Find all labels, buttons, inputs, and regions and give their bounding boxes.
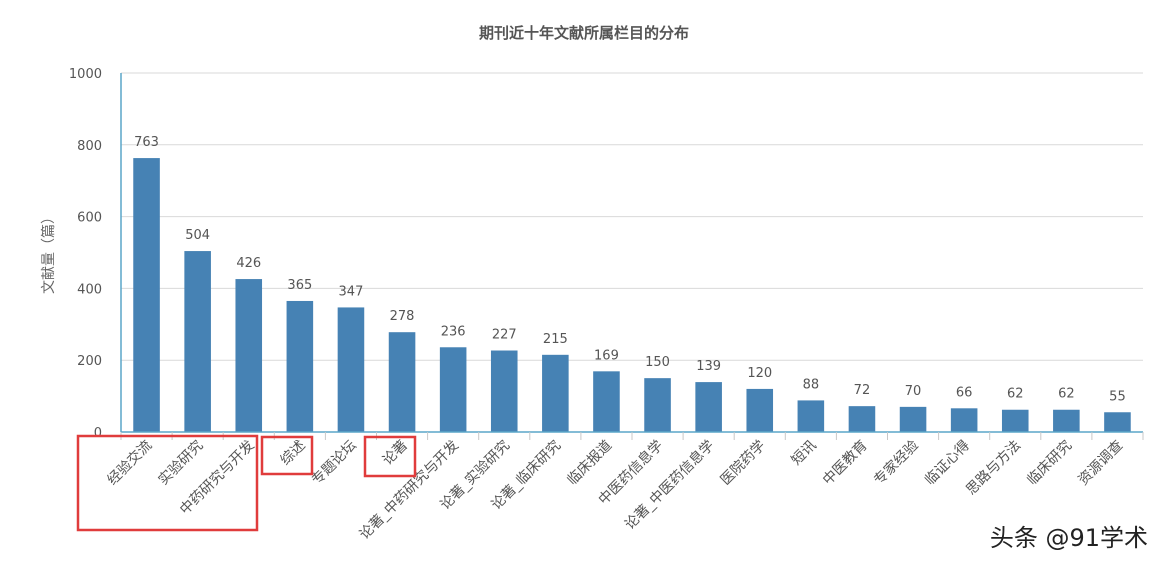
bar-value-label: 504 xyxy=(185,228,210,243)
highlight-box xyxy=(76,434,259,532)
bar-value-label: 426 xyxy=(236,256,261,271)
y-tick-label: 800 xyxy=(77,139,102,154)
bar xyxy=(848,406,876,432)
bar xyxy=(644,378,671,432)
bar xyxy=(337,307,365,432)
y-tick-label: 1000 xyxy=(69,67,102,82)
bar xyxy=(1001,409,1029,432)
bar xyxy=(899,406,927,432)
y-axis-ticks: 0 200 400 600 800 1000 xyxy=(69,67,102,441)
y-tick-label: 400 xyxy=(77,282,102,297)
x-tick-label: 思路与方法 xyxy=(963,438,1024,499)
bar-value-label: 72 xyxy=(854,383,871,398)
x-tick-label: 专家经验 xyxy=(870,437,922,489)
bar xyxy=(1104,412,1131,432)
bar-value-label: 278 xyxy=(390,309,415,324)
x-tick-label: 医院药学 xyxy=(718,438,769,489)
bar xyxy=(490,350,518,432)
bar-value-label: 763 xyxy=(134,135,159,150)
bar xyxy=(950,408,978,432)
bar-value-label: 365 xyxy=(287,278,312,293)
bar xyxy=(286,300,314,432)
x-tick-label: 实验研究 xyxy=(156,438,207,489)
bar-value-label: 88 xyxy=(803,377,820,392)
bar-value-label: 120 xyxy=(747,366,772,381)
bar-value-label: 347 xyxy=(339,284,364,299)
bar-value-label: 62 xyxy=(1007,387,1024,402)
x-tick-label: 资源调查 xyxy=(1075,438,1126,489)
x-tick-label: 短讯 xyxy=(789,438,820,469)
x-tick-label: 论著 xyxy=(380,438,411,469)
x-tick-label: 综述 xyxy=(278,438,309,469)
x-tick-label: 临证心得 xyxy=(921,437,973,489)
bar-value-label: 70 xyxy=(905,384,922,399)
bar-value-label: 62 xyxy=(1058,387,1075,402)
bar xyxy=(746,388,774,432)
axes xyxy=(120,73,1144,440)
x-tick-label: 专题论坛 xyxy=(309,438,360,489)
x-tick-label: 临床研究 xyxy=(1024,438,1075,489)
bar-value-label: 169 xyxy=(594,348,619,363)
bar-value-label: 150 xyxy=(645,355,670,370)
bar xyxy=(235,279,263,432)
x-tick-label: 论著_中药研究与开发 xyxy=(357,438,462,543)
bar-value-label: 66 xyxy=(956,385,973,400)
bar xyxy=(133,158,160,432)
bar xyxy=(695,382,722,432)
y-tick-label: 200 xyxy=(77,354,102,369)
x-tick-label: 经验交流 xyxy=(104,437,156,489)
bar-value-label: 215 xyxy=(543,332,568,347)
bar xyxy=(593,371,620,432)
bar-value-label: 55 xyxy=(1109,389,1126,404)
bar-value-label: 236 xyxy=(441,324,466,339)
highlight-box xyxy=(363,435,417,478)
y-tick-label: 600 xyxy=(77,211,102,226)
bar xyxy=(184,251,211,432)
highlight-box xyxy=(260,435,314,476)
bar-value-label: 139 xyxy=(696,359,721,374)
bar xyxy=(388,332,416,432)
y-tick-label: 0 xyxy=(94,426,102,441)
bar xyxy=(797,400,825,432)
watermark: 头条 @91学术 xyxy=(989,524,1148,552)
bar xyxy=(1053,409,1080,432)
bar xyxy=(439,347,467,432)
bar xyxy=(542,354,569,432)
highlight-boxes xyxy=(76,434,417,532)
bar-value-label: 227 xyxy=(492,328,517,343)
chart-title: 期刊近十年文献所属栏目的分布 xyxy=(478,24,689,42)
x-tick-label: 临床报道 xyxy=(564,438,615,489)
x-tick-label: 论著_中医药信息学 xyxy=(621,437,717,533)
gridlines xyxy=(121,72,1143,361)
bars: 763 504 426 365 347 278 236 227 215 169 150 139 120 8… xyxy=(133,135,1131,432)
x-tick-label: 中医教育 xyxy=(820,438,871,489)
